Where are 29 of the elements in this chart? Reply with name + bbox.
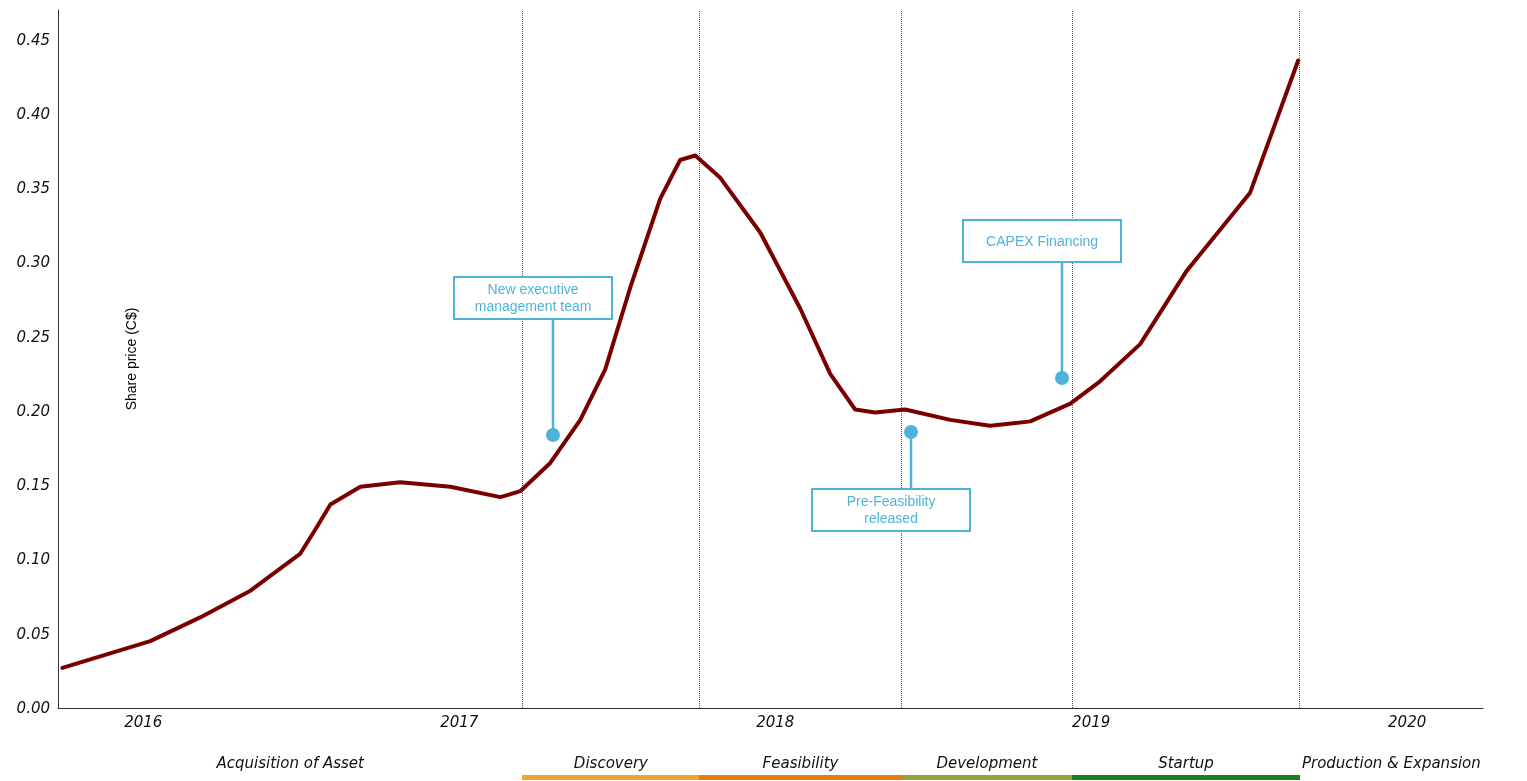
y-tick-label: 0.25	[16, 327, 50, 346]
text: Production & Expansion	[1300, 754, 1482, 772]
annotation: CAPEX Financing	[985, 232, 1100, 250]
callout-box: New executive management team	[453, 275, 614, 320]
x-tick-label: 2016	[124, 712, 163, 731]
callout-box: Pre-Feasibility released	[811, 487, 972, 532]
annotation: Pre-Feasibility released	[845, 492, 937, 527]
y-tick-label: 0.40	[16, 104, 50, 123]
callout-box: CAPEX Financing	[962, 219, 1123, 264]
x-tick-label: 2018	[756, 712, 795, 731]
y-tick-label: 0.45	[16, 30, 50, 49]
y-tick-label: 0.15	[16, 476, 50, 495]
y-axis-title: Share price (C$)	[123, 307, 139, 411]
y-tick-label: 0.20	[16, 401, 50, 420]
y-tick-label: 0.10	[16, 550, 50, 569]
x-tick-label: 2017	[440, 712, 479, 731]
x-tick-label: 2020	[1388, 712, 1427, 731]
text: Feasibility	[761, 754, 840, 772]
line-series	[60, 58, 1301, 670]
text: Startup	[1157, 754, 1215, 772]
y-tick-label: 0.00	[16, 699, 50, 717]
annotation: New executive management team	[473, 280, 593, 315]
y-tick-label: 0.35	[16, 179, 50, 198]
x-tick-label: 2019	[1072, 712, 1111, 731]
y-tick-label: 0.30	[16, 253, 50, 272]
text: Acquisition of Asset	[215, 754, 366, 772]
text: Discovery	[572, 754, 649, 772]
y-tick-label: 0.05	[16, 624, 50, 643]
text: Development	[935, 754, 1039, 772]
